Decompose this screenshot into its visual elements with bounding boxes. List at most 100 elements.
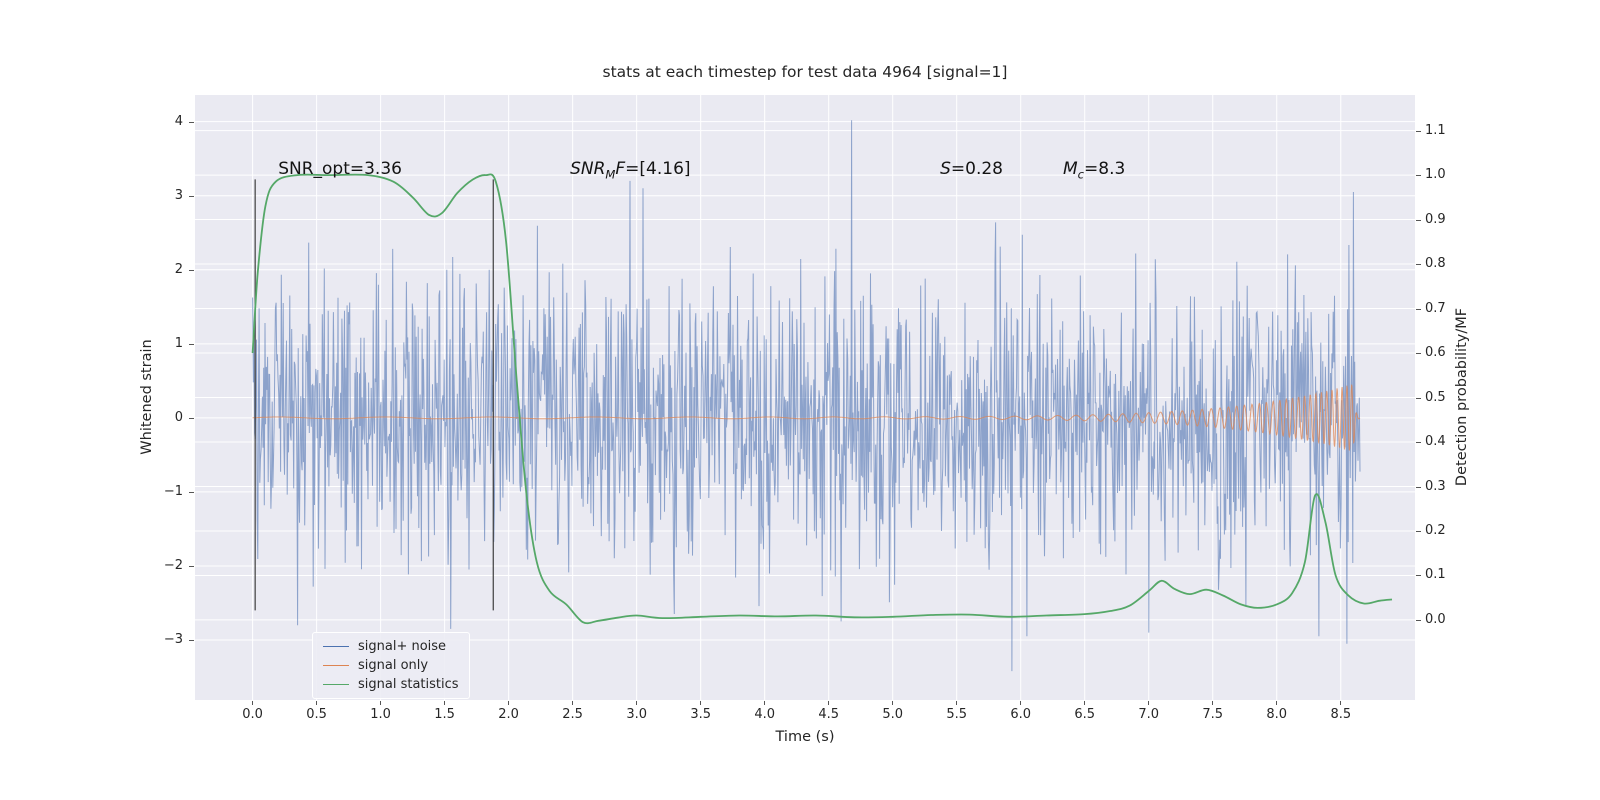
x-tick-label: 3.5 — [690, 707, 712, 722]
plot-area: SNR_opt=3.36 SNRMF=[4.16] S=0.28 Mc=8.3 sig… — [195, 95, 1415, 700]
annotation-segment: M — [1063, 158, 1078, 179]
y-left-tick-mark — [189, 640, 194, 641]
x-tick-mark — [1340, 701, 1342, 705]
x-tick-mark — [1084, 701, 1086, 705]
legend-line-sample — [323, 646, 349, 647]
series-signal-only — [252, 384, 1361, 451]
y-right-tick-mark — [1416, 486, 1421, 488]
stat-annotation: SNRMF=[4.16] — [570, 159, 690, 181]
y-left-tick-label: −1 — [163, 483, 183, 499]
x-tick-mark — [1148, 701, 1150, 705]
x-tick-mark — [1276, 701, 1278, 705]
y-right-tick-mark — [1416, 175, 1421, 177]
x-tick-label: 7.5 — [1202, 707, 1224, 722]
y-right-tick-mark — [1416, 397, 1421, 399]
y-right-tick-label: 0.8 — [1425, 256, 1446, 271]
annotation-segment: SNR — [570, 158, 606, 179]
x-tick-mark — [1020, 701, 1022, 705]
y-axis-label-left: Whitened strain — [139, 339, 155, 455]
annotation-segment: =8.3 — [1084, 158, 1126, 179]
y-left-tick-mark — [189, 343, 194, 345]
x-tick-mark — [828, 701, 830, 705]
stat-annotation: Mc=8.3 — [1063, 159, 1125, 181]
y-right-tick-mark — [1416, 264, 1421, 265]
stat-annotation: SNR_opt=3.36 — [278, 159, 402, 179]
legend-label: signal only — [358, 658, 429, 673]
x-tick-mark — [380, 701, 382, 705]
x-tick-label: 2.0 — [498, 707, 519, 722]
y-right-tick-label: 1.1 — [1425, 122, 1446, 138]
legend-label: signal+ noise — [358, 639, 447, 654]
legend: signal+ noise signal only signal statistic… — [312, 632, 470, 699]
series-signal-plus-noise — [252, 120, 1361, 672]
plot-canvas — [195, 95, 1415, 700]
y-right-tick-mark — [1416, 619, 1421, 621]
x-tick-label: 0.0 — [242, 707, 263, 722]
y-right-tick-mark — [1416, 219, 1421, 221]
y-left-tick-mark — [189, 195, 194, 197]
y-right-tick-label: 0.0 — [1425, 611, 1446, 627]
x-tick-label: 5.5 — [946, 707, 968, 722]
annotation-segment: =0.28 — [950, 158, 1003, 179]
y-left-tick-mark — [189, 491, 194, 493]
y-right-tick-mark — [1416, 575, 1421, 577]
series-signal-statistics — [251, 173, 1393, 625]
y-right-tick-label: 0.1 — [1425, 567, 1446, 583]
annotation-segment: SNR_opt=3.36 — [278, 158, 402, 179]
x-axis-label: Time (s) — [775, 729, 835, 745]
x-tick-label: 3.0 — [626, 707, 648, 722]
annotation-segment: S — [940, 158, 951, 179]
legend-line-sample — [323, 684, 349, 685]
x-tick-mark — [444, 701, 446, 705]
y-left-tick-mark — [189, 269, 194, 271]
y-axis-label-right: Detection probability/MF — [1454, 307, 1470, 487]
stat-annotation: S=0.28 — [940, 159, 1003, 179]
x-tick-label: 8.5 — [1330, 707, 1352, 722]
y-left-tick-mark — [189, 566, 194, 567]
x-tick-mark — [508, 701, 510, 705]
y-right-tick-label: 1.0 — [1425, 167, 1446, 183]
y-right-tick-mark — [1416, 442, 1421, 443]
annotation-segment: c — [1077, 167, 1085, 182]
legend-entry: signal+ noise — [323, 639, 459, 654]
legend-entry: signal statistics — [323, 677, 459, 692]
legend-entry: signal only — [323, 658, 459, 673]
x-tick-label: 6.5 — [1074, 707, 1096, 722]
annotation-segment: M — [605, 167, 616, 182]
y-left-tick-label: 2 — [174, 261, 183, 277]
y-left-tick-mark — [189, 121, 194, 123]
x-tick-mark — [316, 701, 318, 705]
x-tick-label: 4.0 — [754, 707, 776, 722]
y-right-tick-label: 0.2 — [1425, 523, 1446, 538]
chart-title: stats at each timestep for test data 496… — [602, 63, 1008, 81]
x-tick-mark — [700, 701, 702, 705]
legend-label: signal statistics — [358, 677, 459, 692]
x-tick-label: 6.0 — [1010, 707, 1032, 722]
x-tick-mark — [956, 701, 958, 705]
x-tick-mark — [252, 701, 254, 705]
legend-line-sample — [323, 665, 349, 666]
annotation-segment: =[4.16] — [625, 158, 691, 179]
annotation-segment: F — [615, 158, 626, 179]
y-left-tick-label: 4 — [174, 113, 183, 129]
y-right-tick-mark — [1416, 130, 1421, 132]
y-left-tick-label: −3 — [163, 632, 183, 647]
x-tick-mark — [892, 701, 894, 705]
x-tick-label: 0.5 — [306, 707, 327, 722]
x-tick-label: 2.5 — [562, 707, 583, 722]
y-right-tick-mark — [1416, 531, 1421, 532]
x-tick-mark — [1212, 701, 1214, 705]
y-left-tick-label: −2 — [163, 558, 183, 573]
x-tick-label: 7.0 — [1138, 707, 1160, 722]
x-tick-mark — [636, 701, 638, 705]
y-right-tick-mark — [1416, 308, 1421, 310]
y-right-tick-label: 0.9 — [1425, 211, 1446, 227]
x-tick-mark — [764, 701, 766, 705]
x-tick-label: 1.0 — [370, 707, 391, 722]
x-tick-mark — [572, 701, 574, 705]
x-tick-label: 1.5 — [434, 707, 455, 722]
x-tick-label: 4.5 — [818, 707, 840, 722]
y-left-tick-mark — [189, 417, 194, 419]
x-tick-label: 5.0 — [882, 707, 904, 722]
